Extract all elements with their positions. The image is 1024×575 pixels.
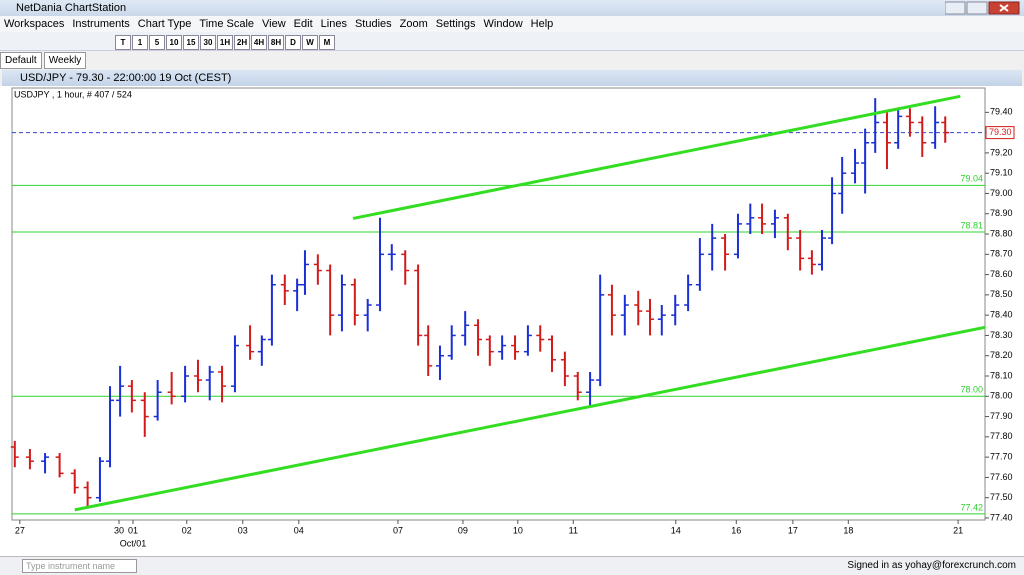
chart-legend: USDJPY , 1 hour, # 407 / 524 — [14, 89, 132, 99]
y-tick-label: 77.40 — [990, 512, 1013, 522]
chart: USDJPY , 1 hour, # 407 / 524 77.40 77.50 77… — [0, 86, 1024, 556]
y-tick-label: 78.50 — [990, 289, 1013, 299]
y-tick-label: 78.40 — [990, 310, 1013, 320]
menu-item[interactable]: Window — [483, 18, 523, 30]
y-tick-label: 79.10 — [990, 168, 1013, 178]
y-tick-label: 77.50 — [990, 492, 1013, 502]
level-label: 77.42 — [960, 502, 983, 512]
y-tick-label: 79.00 — [990, 188, 1013, 198]
y-tick-label: 78.60 — [990, 269, 1013, 279]
y-tick-label: 78.90 — [990, 208, 1013, 218]
x-tick-label: 14 — [671, 525, 681, 535]
last-price-box — [985, 126, 1015, 140]
timeframe-button[interactable]: 1 — [132, 35, 148, 50]
x-tick-label: 30 — [114, 525, 124, 535]
level-label: 78.81 — [960, 220, 983, 230]
menu-item[interactable]: Help — [530, 18, 554, 30]
x-tick-label: 03 — [238, 525, 248, 535]
menu-item[interactable]: Workspaces — [4, 18, 65, 30]
x-tick-label: 21 — [953, 525, 963, 535]
timeframe-button[interactable]: 5 — [149, 35, 165, 50]
menu-item[interactable]: Lines — [320, 18, 347, 30]
toolbar: T 1 5 10 15 30 1H 2H 4H 8H D W M — [0, 32, 1024, 51]
timeframe-button[interactable]: 2H — [234, 35, 250, 50]
timeframe-button[interactable]: 1H — [217, 35, 233, 50]
level-label: 78.00 — [960, 385, 983, 395]
menu-item[interactable]: Settings — [435, 18, 476, 30]
trendline — [74, 325, 986, 512]
tab[interactable]: Default — [0, 52, 42, 69]
menu-item[interactable]: Edit — [293, 18, 313, 30]
y-tick-label: 77.90 — [990, 411, 1013, 421]
menu-item[interactable]: Zoom — [399, 18, 428, 30]
y-tick-label: 79.20 — [990, 147, 1013, 157]
x-tick-label: 02 — [182, 525, 192, 535]
timeframe-button[interactable]: M — [319, 35, 335, 50]
timeframe-button[interactable]: T — [115, 35, 131, 50]
menu-bar: Workspaces Instruments Chart Type Time Scal… — [0, 16, 1024, 32]
timeframe-button[interactable]: 30 — [200, 35, 216, 50]
last-price-label: 79.30 — [989, 127, 1012, 137]
y-tick-label: 78.70 — [990, 249, 1013, 259]
y-tick-label: 78.10 — [990, 370, 1013, 380]
y-tick-label: 77.80 — [990, 431, 1013, 441]
x-tick-label: 10 — [513, 525, 523, 535]
x-tick-label: 18 — [843, 525, 853, 535]
x-tick-label: 09 — [458, 525, 468, 535]
instrument-search[interactable]: Type instrument name — [22, 559, 137, 573]
title-bar: NetDania ChartStation — [0, 0, 1024, 16]
trendline — [352, 94, 961, 220]
x-tick-label: 01 — [128, 525, 138, 535]
x-sublabel: Oct/01 — [120, 538, 147, 548]
x-tick-label: 16 — [731, 525, 741, 535]
plot-frame — [11, 87, 986, 521]
timeframe-button[interactable]: 8H — [268, 35, 284, 50]
status-bar — [0, 556, 1024, 575]
window-title: NetDania ChartStation — [16, 2, 127, 14]
timeframe-button[interactable]: 4H — [251, 35, 267, 50]
y-tick-label: 78.00 — [990, 391, 1013, 401]
chart-window-title-text: USD/JPY - 79.30 - 22:00:00 19 Oct (CEST) — [20, 72, 232, 84]
x-tick-label: 04 — [294, 525, 304, 535]
y-tick-label: 78.20 — [990, 350, 1013, 360]
y-tick-label: 77.70 — [990, 452, 1013, 462]
timeframe-button[interactable]: 15 — [183, 35, 199, 50]
menu-item[interactable]: Chart Type — [137, 18, 192, 30]
timeframe-button[interactable]: W — [302, 35, 318, 50]
y-tick-label: 79.40 — [990, 107, 1013, 117]
y-tick-label: 78.30 — [990, 330, 1013, 340]
x-tick-label: 07 — [393, 525, 403, 535]
timeframe-button[interactable]: 10 — [166, 35, 182, 50]
x-tick-label: 17 — [788, 525, 798, 535]
menu-item[interactable]: View — [262, 18, 286, 30]
y-tick-label: 77.60 — [990, 472, 1013, 482]
menu-item[interactable]: Instruments — [72, 18, 130, 30]
x-tick-label: 11 — [569, 525, 578, 535]
signed-in-text: Signed in as yohay@forexcrunch.com — [847, 560, 1016, 571]
menu-item[interactable]: Time Scale — [199, 18, 255, 30]
tabs: Default Weekly — [0, 52, 1024, 69]
level-label: 79.04 — [960, 174, 983, 184]
window-controls[interactable] — [945, 1, 1020, 15]
tab[interactable]: Weekly — [43, 52, 87, 69]
timeframe-button[interactable]: D — [285, 35, 301, 50]
menu-item[interactable]: Studies — [354, 18, 392, 30]
y-tick-label: 78.80 — [990, 228, 1013, 238]
x-tick-label: 27 — [15, 525, 25, 535]
chart-window-title: USD/JPY - 79.30 - 22:00:00 19 Oct (CEST) — [2, 70, 1022, 86]
